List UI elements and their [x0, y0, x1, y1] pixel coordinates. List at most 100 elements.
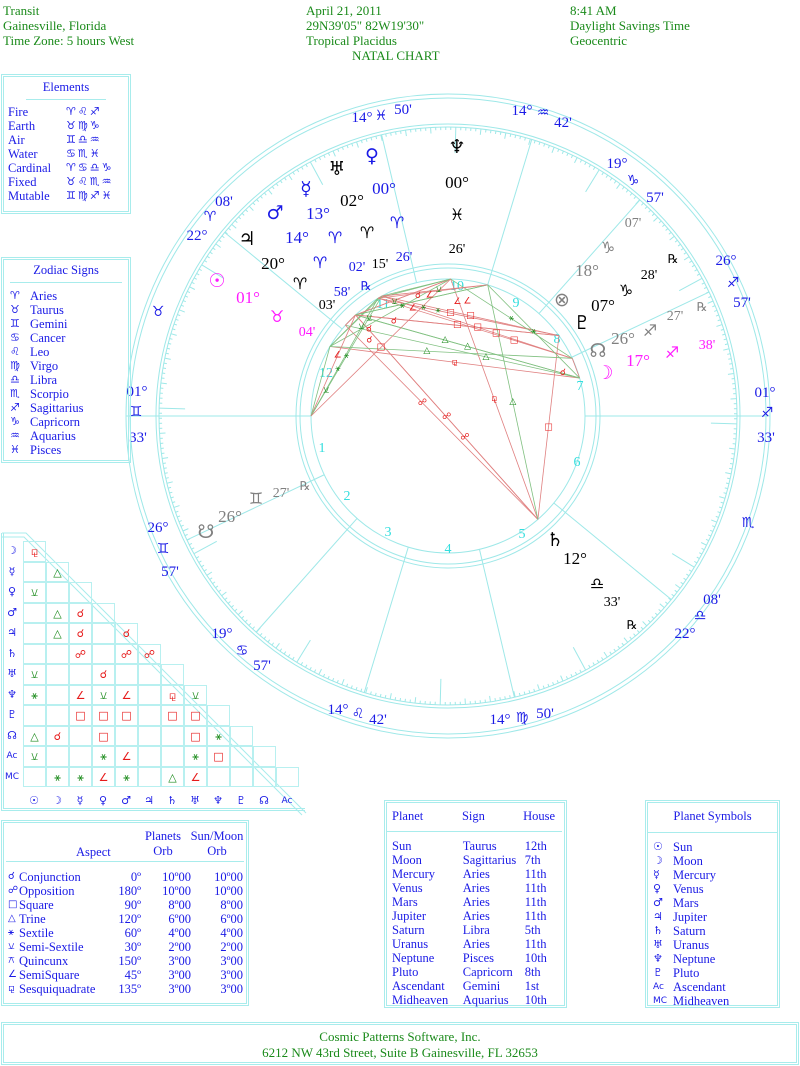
- aspect-line-semisquare: [310, 314, 356, 417]
- degree-tick: [175, 510, 179, 513]
- house-cusp-line: [224, 232, 343, 330]
- zodiac-row: ♈ Aries: [10, 289, 128, 303]
- degree-tick: [164, 472, 168, 474]
- planet-label: Uranus: [673, 938, 710, 952]
- degree-tick: [533, 140, 536, 144]
- degree-tick: [163, 362, 167, 365]
- element-row: Water ♋♏♓: [8, 147, 128, 161]
- grid-cell-sextile: ⚹: [46, 766, 69, 787]
- degree-tick: [543, 143, 546, 147]
- degree-tick: [180, 304, 185, 307]
- sign-label: Gemini: [30, 317, 68, 331]
- grid-row-label: ♂: [7, 605, 17, 619]
- cusp-minutes: 42': [369, 712, 387, 728]
- cusp-degree: 14°: [490, 712, 511, 728]
- grid-row-label: MC: [4, 771, 20, 782]
- zodiac-signs-box: Zodiac Signs ♈ Aries ♉ Taurus ♊ Gemini ♋ Cancer…: [1, 257, 131, 463]
- degree-tick: [165, 352, 169, 355]
- sign-boundary-tick: [671, 553, 695, 568]
- grid-cell: [23, 766, 46, 787]
- sign-boundary-tick: [454, 127, 457, 154]
- aspect-line-glyph: ⚹: [344, 351, 350, 361]
- aspect-line-glyph: ∠: [409, 303, 417, 313]
- degree-tick: [703, 286, 707, 290]
- cusp-degree: 01°: [127, 384, 148, 400]
- degree-tick: [642, 621, 648, 627]
- grid-row-label: ♆: [7, 687, 17, 701]
- grid-col-label: ♆: [213, 794, 223, 807]
- placement-row: Mars Aries 11th: [392, 895, 564, 909]
- grid-cell-semisquare: ∠: [184, 766, 207, 787]
- aspect-glyph: ⚼: [8, 983, 15, 994]
- grid-col-label: ♄: [167, 794, 177, 807]
- degree-tick: [379, 693, 382, 698]
- planet-node-minutes: 27': [667, 309, 684, 324]
- planet-fortune-glyph: ⊗: [554, 289, 570, 311]
- degree-tick: [669, 235, 675, 241]
- planet-sun-sign: ♉: [270, 307, 284, 326]
- placement-planet: Ascendant: [392, 979, 445, 993]
- grid-col-label: Ac: [281, 796, 293, 806]
- aspect-row: ∠ SemiSquare 45º 3º00 3º00: [8, 968, 246, 982]
- planet-mercury-sign: ♈: [328, 228, 342, 247]
- aspect-label: Opposition: [19, 884, 75, 898]
- degree-tick: [355, 686, 358, 691]
- placement-row: Sun Taurus 12th: [392, 839, 564, 853]
- planets-orb: 8º00: [168, 898, 191, 912]
- grid-cell: [23, 623, 46, 644]
- planet-glyph: ♅: [653, 938, 663, 951]
- degree-tick: [547, 683, 550, 687]
- degree-tick: [180, 524, 184, 527]
- degree-tick: [720, 501, 724, 504]
- degree-tick: [375, 136, 378, 140]
- planet-symbol-row: Ac Ascendant: [653, 980, 777, 994]
- house-number: 3: [385, 525, 392, 540]
- zodiac-title: Zodiac Signs: [10, 260, 122, 283]
- grid-col-label: ♅: [190, 794, 200, 807]
- grid-cell: [46, 664, 69, 685]
- degree-tick: [524, 137, 526, 141]
- grid-cell-sextile: ⚹: [92, 746, 115, 767]
- degree-tick: [193, 277, 198, 280]
- planet-node-retrograde: ℞: [697, 300, 708, 314]
- planets-orb: 6º00: [168, 912, 191, 926]
- degree-tick: [504, 696, 506, 700]
- planet-symbol-row: ♀ Venus: [653, 882, 777, 896]
- planet-moon-glyph: ☽: [596, 362, 613, 384]
- aspect-line-glyph: ⚼: [491, 394, 497, 404]
- degree-tick: [204, 260, 208, 263]
- house-number: 9: [513, 296, 520, 311]
- degree-tick: [177, 314, 181, 317]
- placement-sign: Aries: [462, 909, 490, 923]
- degree-tick: [592, 662, 595, 666]
- degree-tick: [717, 319, 721, 322]
- planet-mars-glyph: ♂: [266, 202, 283, 224]
- planet-glyph: ♃: [653, 910, 663, 923]
- degree-tick: [252, 202, 256, 206]
- degree-tick: [172, 328, 176, 331]
- placement-planet: Jupiter: [392, 909, 427, 923]
- cusp-minutes: 08': [215, 194, 233, 210]
- degree-tick: [256, 199, 260, 202]
- planet-glyph: ☽: [653, 854, 663, 867]
- planet-south-node-sign: ♊: [249, 489, 263, 508]
- planet-mercury-glyph: ☿: [300, 178, 312, 200]
- placement-sign: Capricorn: [462, 965, 513, 979]
- degree-tick: [716, 324, 723, 327]
- degree-tick: [323, 154, 326, 158]
- aspect-glyph: ∠: [8, 969, 17, 980]
- degree-tick: [300, 662, 304, 666]
- degree-tick: [629, 192, 633, 196]
- sunmoon-orb-header: Sun/Moon Orb: [186, 829, 248, 859]
- grid-cell: [138, 684, 161, 705]
- placement-house: 11th: [524, 909, 547, 923]
- degree-tick: [283, 651, 287, 655]
- degree-tick: [644, 206, 648, 210]
- aspect-line-glyph: △: [464, 341, 471, 351]
- planet-saturn-minutes: 33': [604, 595, 621, 610]
- degree-tick: [309, 666, 312, 671]
- aspect-line-glyph: ☍: [460, 433, 469, 443]
- aspect-line-sextile: [487, 284, 580, 379]
- planet-mercury-minutes: 58': [334, 285, 351, 300]
- aspect-line-glyph: ☌: [391, 316, 397, 326]
